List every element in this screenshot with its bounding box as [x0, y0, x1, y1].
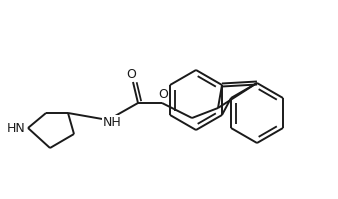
- Text: NH: NH: [103, 115, 121, 129]
- Text: O: O: [126, 67, 136, 81]
- Text: O: O: [158, 88, 168, 100]
- Text: HN: HN: [7, 122, 26, 135]
